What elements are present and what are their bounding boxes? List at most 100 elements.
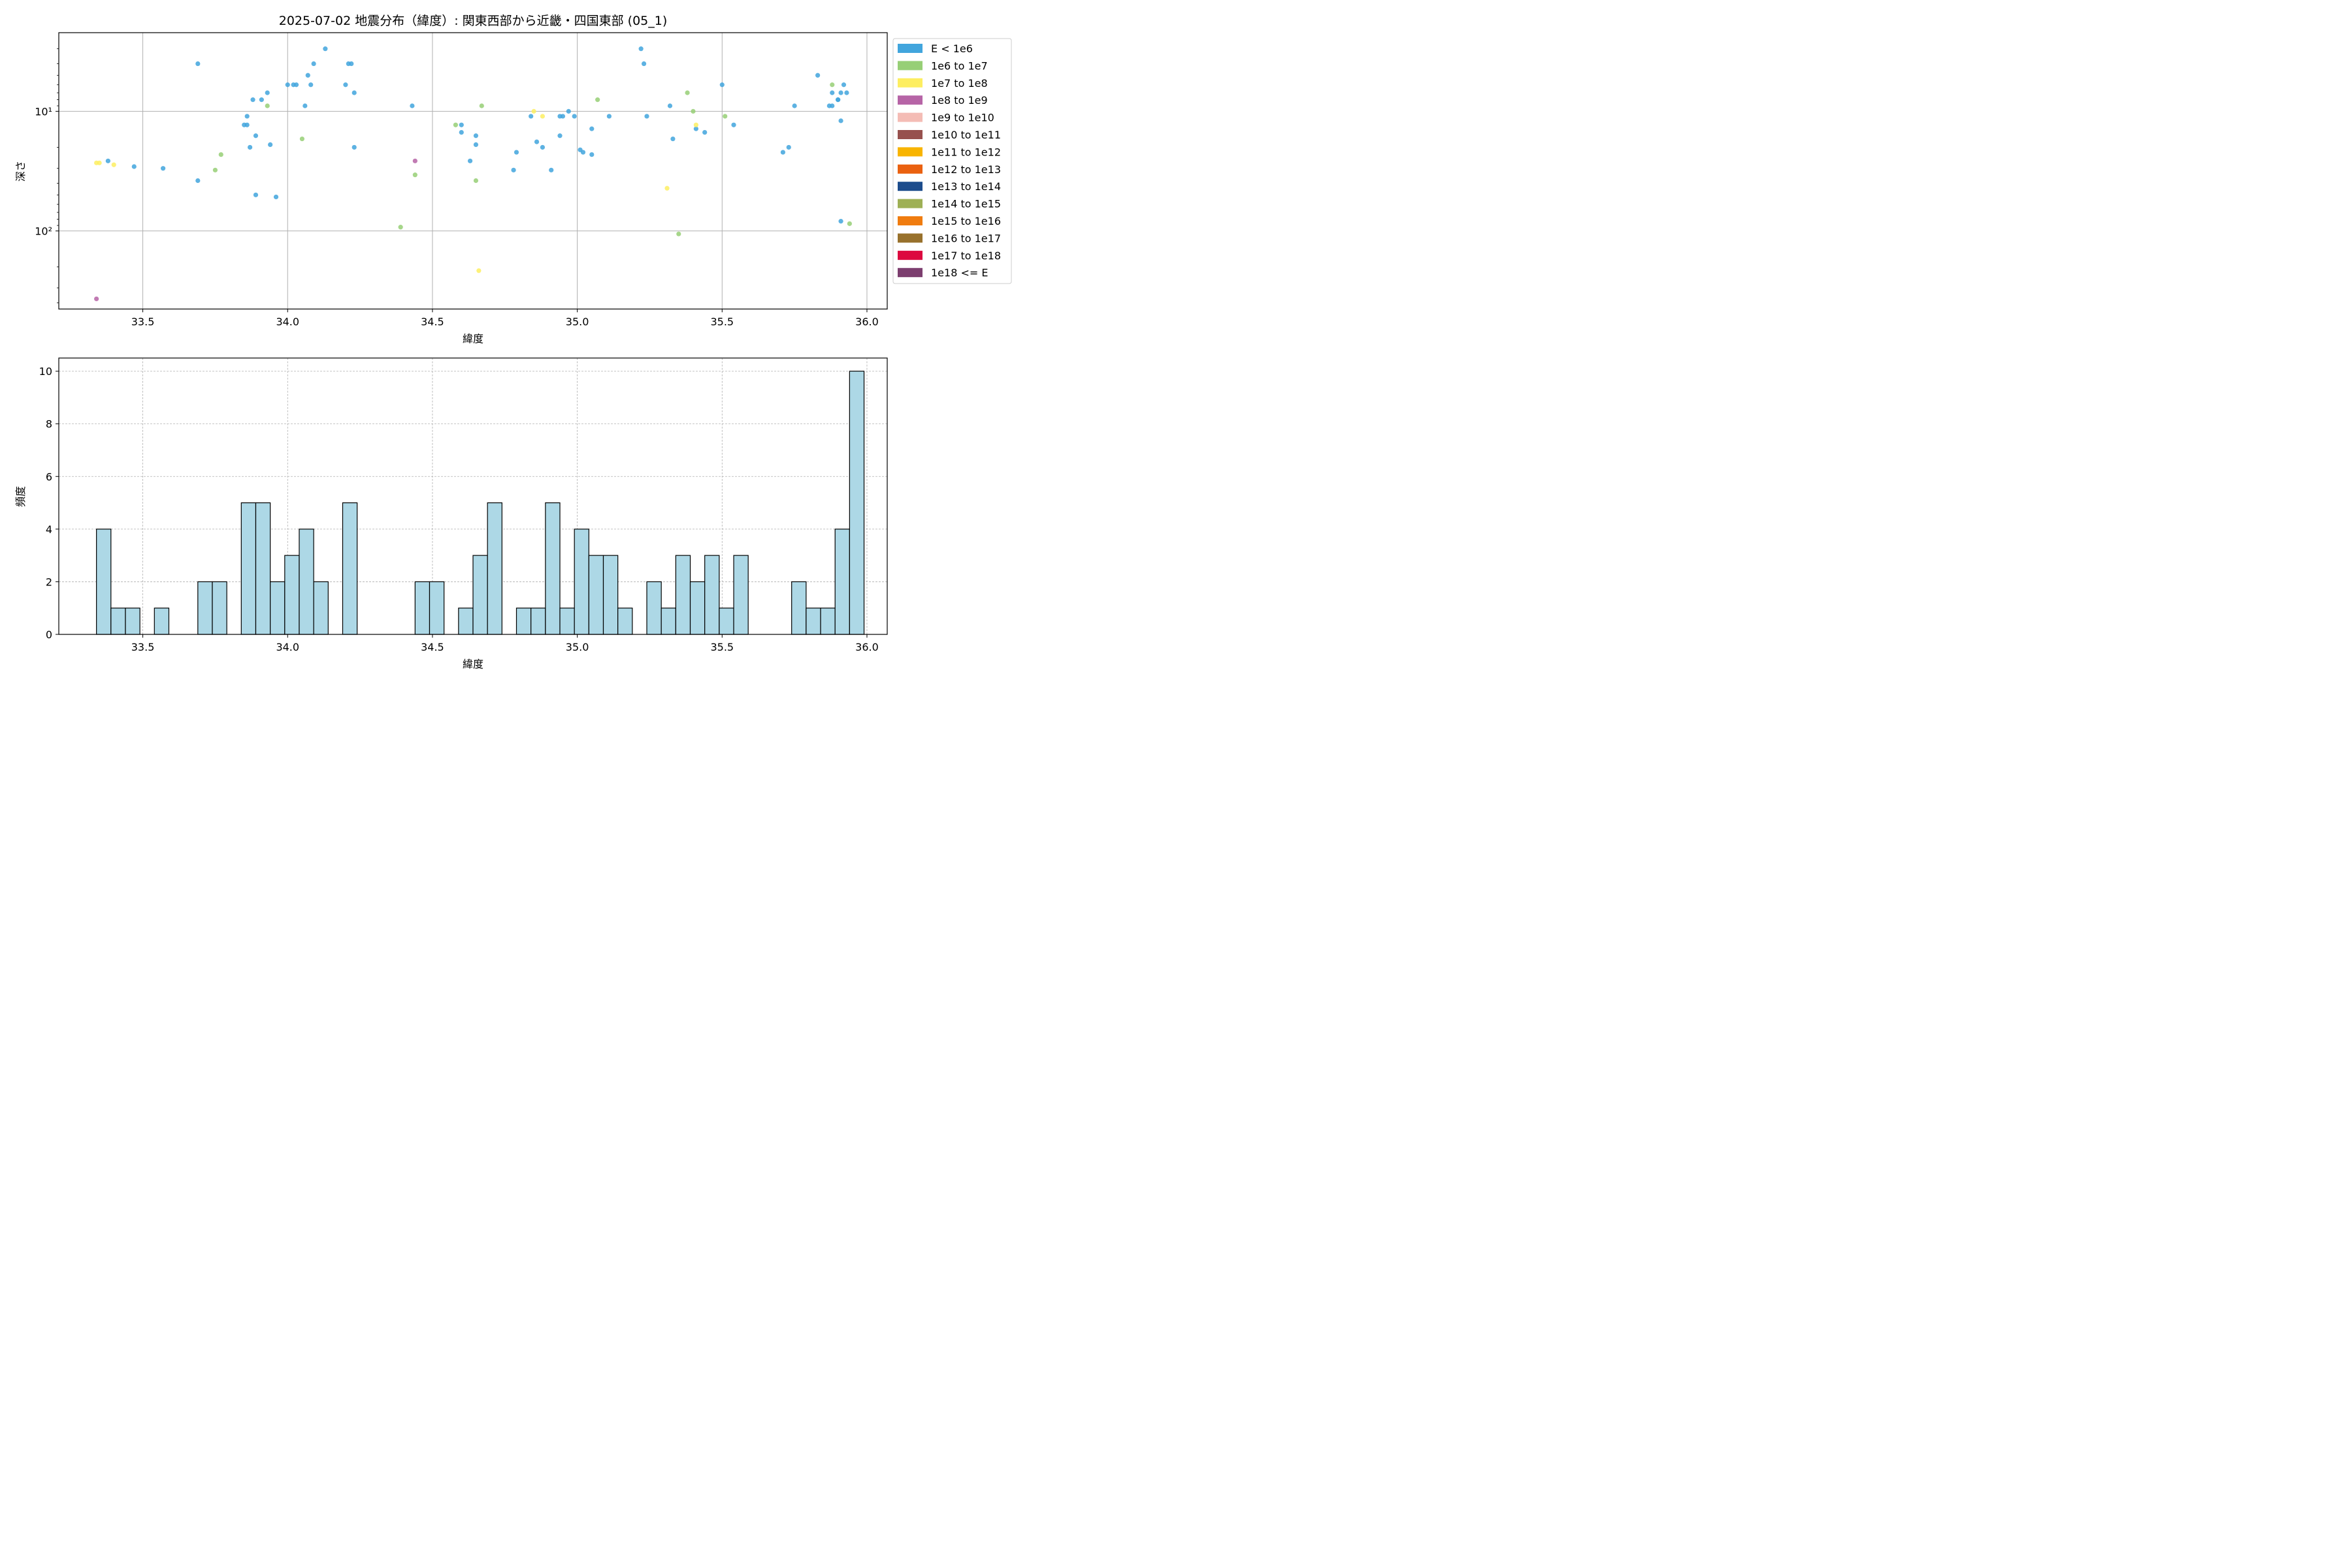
scatter-point bbox=[195, 178, 201, 184]
scatter-point bbox=[459, 130, 464, 135]
scatter-point bbox=[572, 114, 577, 119]
scatter-point bbox=[606, 114, 612, 119]
histogram-bar bbox=[255, 502, 271, 635]
scatter-point bbox=[343, 82, 348, 88]
scatter-x-label: 緯度 bbox=[463, 333, 483, 345]
scatter-x-tick-label: 34.0 bbox=[276, 316, 299, 328]
scatter-point bbox=[719, 82, 725, 88]
scatter-point bbox=[702, 130, 708, 135]
legend-label: 1e7 to 1e8 bbox=[931, 77, 988, 90]
scatter-point bbox=[780, 150, 785, 155]
histogram-bar bbox=[531, 608, 546, 635]
histogram-bar bbox=[154, 608, 170, 635]
scatter-point bbox=[693, 126, 698, 131]
legend-label: 1e6 to 1e7 bbox=[931, 59, 988, 72]
scatter-point bbox=[644, 114, 649, 119]
scatter-point bbox=[529, 114, 534, 119]
legend-label: 1e14 to 1e15 bbox=[931, 198, 1001, 210]
histogram-bar bbox=[834, 529, 850, 635]
scatter-point bbox=[244, 114, 250, 119]
scatter-point bbox=[589, 152, 595, 157]
histogram-bar bbox=[646, 581, 662, 635]
scatter-point bbox=[253, 192, 259, 197]
histogram-bar bbox=[414, 581, 431, 635]
scatter-point bbox=[218, 152, 223, 157]
scatter-point bbox=[549, 167, 554, 172]
histogram-y-label: 頻度 bbox=[14, 486, 27, 507]
scatter-point bbox=[847, 221, 852, 226]
histogram-y-tick-label: 6 bbox=[46, 470, 52, 483]
scatter-point bbox=[467, 158, 473, 163]
scatter-plot-area bbox=[59, 33, 887, 309]
scatter-point bbox=[693, 122, 698, 127]
histogram-bar bbox=[719, 608, 734, 635]
histogram-y-tick-label: 8 bbox=[46, 418, 52, 431]
scatter-x-tick-label: 35.5 bbox=[710, 316, 734, 328]
legend-label: 1e18 <= E bbox=[931, 267, 988, 279]
scatter-panel: 2025-07-02 地震分布（緯度）: 関東西部から近畿・四国東部 (05_1… bbox=[14, 14, 1012, 345]
histogram-bar bbox=[458, 608, 474, 635]
scatter-point bbox=[398, 225, 403, 230]
legend-swatch bbox=[898, 216, 923, 225]
scatter-point bbox=[412, 172, 417, 178]
scatter-point bbox=[670, 136, 676, 142]
histogram-bar bbox=[212, 581, 227, 635]
scatter-point bbox=[830, 103, 835, 108]
histogram-bar bbox=[110, 608, 126, 635]
histogram-bar bbox=[125, 608, 140, 635]
scatter-point bbox=[664, 186, 670, 191]
scatter-point bbox=[323, 46, 328, 52]
scatter-point bbox=[641, 61, 647, 67]
histogram-y-tick-label: 4 bbox=[46, 523, 52, 536]
histogram-x-tick-label: 35.0 bbox=[566, 641, 589, 653]
scatter-point bbox=[285, 82, 290, 88]
scatter-point bbox=[638, 46, 644, 52]
histogram-bar bbox=[574, 529, 589, 635]
histogram-bar bbox=[675, 555, 691, 635]
histogram-bar bbox=[472, 555, 488, 635]
histogram-y-tick-label: 2 bbox=[46, 576, 52, 588]
scatter-y-tick-label: 10¹ bbox=[35, 105, 52, 118]
histogram-bar bbox=[197, 581, 213, 635]
scatter-point bbox=[195, 61, 201, 67]
scatter-x-tick-label: 33.5 bbox=[131, 316, 155, 328]
scatter-point bbox=[676, 231, 681, 237]
scatter-point bbox=[302, 103, 308, 108]
legend-swatch bbox=[898, 199, 923, 208]
legend-swatch bbox=[898, 147, 923, 157]
scatter-point bbox=[94, 296, 99, 302]
legend-swatch bbox=[898, 112, 923, 122]
histogram-bar bbox=[602, 555, 619, 635]
scatter-point bbox=[830, 90, 835, 95]
scatter-point bbox=[786, 144, 791, 150]
scatter-point bbox=[691, 108, 696, 114]
scatter-point bbox=[248, 144, 253, 150]
histogram-bar bbox=[299, 529, 314, 635]
scatter-point bbox=[299, 136, 305, 142]
histogram-bar bbox=[559, 608, 575, 635]
scatter-y-label: 深さ bbox=[14, 161, 27, 182]
legend-swatch bbox=[898, 44, 923, 53]
legend-swatch bbox=[898, 61, 923, 71]
scatter-point bbox=[250, 97, 255, 103]
scatter-point bbox=[253, 133, 259, 139]
legend-label: 1e8 to 1e9 bbox=[931, 94, 988, 106]
scatter-grid bbox=[59, 33, 887, 309]
histogram-bar bbox=[689, 581, 706, 635]
scatter-point bbox=[273, 194, 279, 200]
histogram-bar bbox=[342, 502, 358, 635]
scatter-point bbox=[511, 167, 516, 172]
scatter-point bbox=[265, 90, 270, 95]
scatter-point bbox=[580, 150, 586, 155]
scatter-point bbox=[836, 97, 841, 103]
scatter-point bbox=[105, 158, 110, 163]
legend-label: E < 1e6 bbox=[931, 42, 973, 55]
scatter-point bbox=[305, 73, 310, 78]
histogram-panel: 33.5 34.0 34.5 35.0 35.5 36.0 0 2 4 6 8 10 緯度 頻度 bbox=[14, 357, 888, 670]
scatter-x-tick-label: 34.5 bbox=[421, 316, 444, 328]
scatter-point bbox=[830, 82, 835, 88]
histogram-bar bbox=[820, 608, 836, 635]
histogram-bar bbox=[545, 502, 561, 635]
legend-frame bbox=[892, 38, 1012, 284]
scatter-point bbox=[815, 73, 821, 78]
